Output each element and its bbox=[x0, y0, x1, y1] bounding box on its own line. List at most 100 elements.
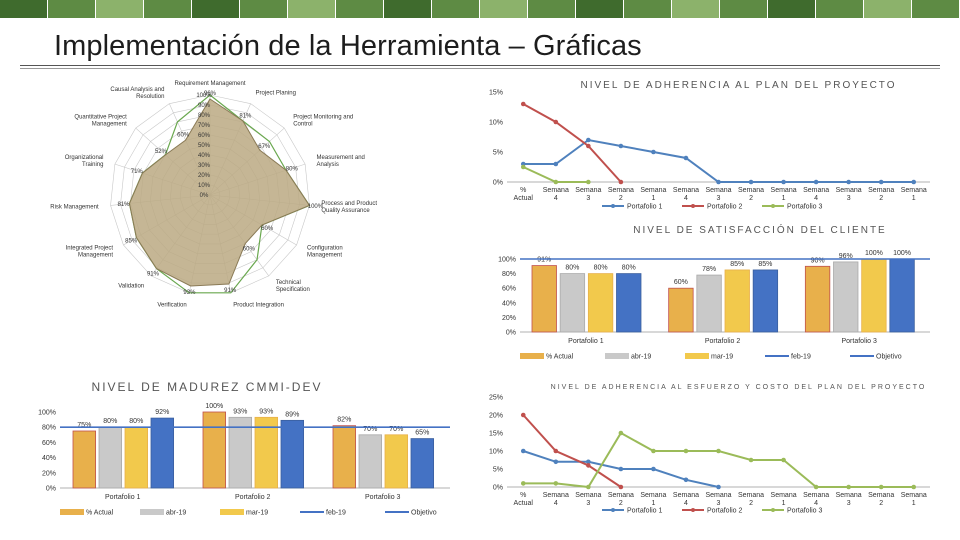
bar bbox=[587, 273, 614, 333]
legend-label: abr-19 bbox=[631, 354, 651, 361]
chart-title: NIVEL DE SATISFACCIÓN DEL CLIENTE bbox=[633, 223, 886, 236]
x-tick-label: Semana 1 bbox=[901, 492, 927, 507]
radar-category-label: Causal Analysis and Resolution bbox=[110, 87, 164, 100]
y-tick-label: 40% bbox=[42, 455, 56, 462]
bar-value-label: 80% bbox=[103, 418, 117, 425]
series-point-3 bbox=[911, 484, 917, 490]
radar-scale-label: 30% bbox=[198, 163, 211, 169]
top-banner bbox=[0, 0, 960, 18]
series-point-1 bbox=[716, 179, 721, 185]
bar bbox=[228, 416, 253, 489]
bar-value-label: 80% bbox=[129, 418, 143, 425]
legend-label: % Actual bbox=[546, 354, 574, 361]
group-label: Portafolio 3 bbox=[842, 338, 878, 345]
y-tick-label: 0% bbox=[493, 485, 503, 492]
series-point-3 bbox=[586, 179, 591, 185]
x-tick-label: Semana 2 bbox=[608, 187, 634, 202]
series-point-3 bbox=[748, 457, 754, 463]
series-line-2 bbox=[522, 414, 622, 488]
bar-value-label: 96% bbox=[839, 253, 853, 260]
x-tick-label: % Actual bbox=[514, 187, 534, 202]
radar-category-label: Verification bbox=[157, 303, 186, 309]
radar-scale-label: 0% bbox=[200, 193, 209, 199]
series-point-3 bbox=[618, 430, 624, 436]
series-point-2 bbox=[618, 484, 624, 490]
series-point-1 bbox=[553, 459, 559, 465]
group-label: Portafolio 1 bbox=[568, 338, 604, 345]
bar-value-label: 89% bbox=[285, 411, 299, 418]
radar-point-label: 60% bbox=[261, 226, 274, 232]
series-point-2 bbox=[618, 179, 624, 185]
bar bbox=[531, 265, 557, 333]
series-point-3 bbox=[716, 448, 721, 454]
radar-chart: 0%10%20%30%40%50%60%70%80%90%100%96%81%6… bbox=[50, 81, 377, 309]
page-title: Implementación de la Herramienta – Gráfi… bbox=[54, 30, 642, 62]
bar bbox=[202, 411, 227, 489]
radar-category-label: Project Monitoring and Control bbox=[293, 115, 353, 128]
bar bbox=[410, 438, 435, 489]
title-divider bbox=[20, 65, 940, 66]
series-point-1 bbox=[520, 448, 526, 454]
group-label: Portafolio 1 bbox=[105, 494, 141, 501]
legend-label: % Actual bbox=[86, 510, 114, 517]
series-point-1 bbox=[651, 149, 656, 155]
series-point-1 bbox=[846, 179, 851, 185]
group-label: Portafolio 2 bbox=[705, 338, 741, 345]
x-tick-label: Semana 3 bbox=[836, 187, 862, 202]
legend-label: Portafolio 3 bbox=[787, 204, 823, 211]
group-label: Portafolio 2 bbox=[235, 494, 271, 501]
legend-label: feb-19 bbox=[326, 510, 346, 517]
radar-category-label: Integrated Project Management bbox=[66, 246, 114, 259]
bar-value-label: 100% bbox=[865, 250, 883, 257]
x-tick-label: Semana 4 bbox=[803, 492, 829, 507]
bar-value-label: 80% bbox=[565, 265, 579, 272]
x-tick-label: Semana 2 bbox=[868, 492, 894, 507]
bar bbox=[124, 426, 149, 489]
x-tick-label: Semana 2 bbox=[738, 187, 764, 202]
radar-category-label: Project Planing bbox=[256, 91, 296, 97]
series-point-1 bbox=[878, 179, 884, 185]
radar-point-label: 91% bbox=[224, 288, 237, 294]
bar-value-label: 85% bbox=[730, 261, 744, 268]
bar bbox=[254, 416, 279, 489]
legend-marker bbox=[611, 508, 615, 512]
x-tick-label: Semana 4 bbox=[803, 187, 829, 202]
legend-swatch bbox=[140, 509, 164, 515]
bar-value-label: 65% bbox=[415, 430, 429, 437]
legend-marker bbox=[771, 204, 775, 208]
series-point-2 bbox=[520, 412, 526, 418]
bar bbox=[861, 258, 887, 333]
legend-swatch bbox=[520, 353, 544, 359]
bar bbox=[833, 261, 859, 333]
legend-swatch bbox=[60, 509, 84, 515]
radar-point-label: 52% bbox=[155, 149, 168, 155]
bar-value-label: 100% bbox=[205, 403, 223, 410]
bar-value-label: 80% bbox=[594, 265, 608, 272]
y-tick-label: 100% bbox=[38, 410, 56, 417]
series-point-3 bbox=[781, 457, 786, 463]
bar bbox=[724, 269, 750, 333]
legend-marker bbox=[691, 508, 695, 512]
radar-point-label: 80% bbox=[286, 166, 299, 172]
legend-label: Portafolio 3 bbox=[787, 508, 823, 515]
legend-label: feb-19 bbox=[791, 354, 811, 361]
x-tick-label: Semana 2 bbox=[608, 492, 634, 507]
y-tick-label: 0% bbox=[506, 330, 516, 337]
radar-category-label: Quantitative Project Management bbox=[74, 115, 127, 128]
series-point-3 bbox=[878, 484, 884, 490]
legend-swatch bbox=[220, 509, 244, 515]
y-tick-label: 20% bbox=[489, 413, 503, 420]
series-point-2 bbox=[586, 463, 591, 468]
bar-value-label: 60% bbox=[674, 279, 688, 286]
radar-series-area bbox=[128, 98, 311, 287]
radar-scale-label: 50% bbox=[198, 143, 211, 149]
y-tick-label: 60% bbox=[502, 286, 516, 293]
radar-point-label: 81% bbox=[239, 114, 252, 120]
series-point-1 bbox=[683, 155, 689, 161]
x-tick-label: Semana 3 bbox=[705, 492, 731, 507]
series-point-1 bbox=[586, 137, 591, 143]
series-point-1 bbox=[618, 143, 624, 149]
bar-value-label: 70% bbox=[363, 426, 377, 433]
x-tick-label: Semana 4 bbox=[673, 187, 699, 202]
radar-category-label: Organizational Training bbox=[65, 155, 104, 168]
